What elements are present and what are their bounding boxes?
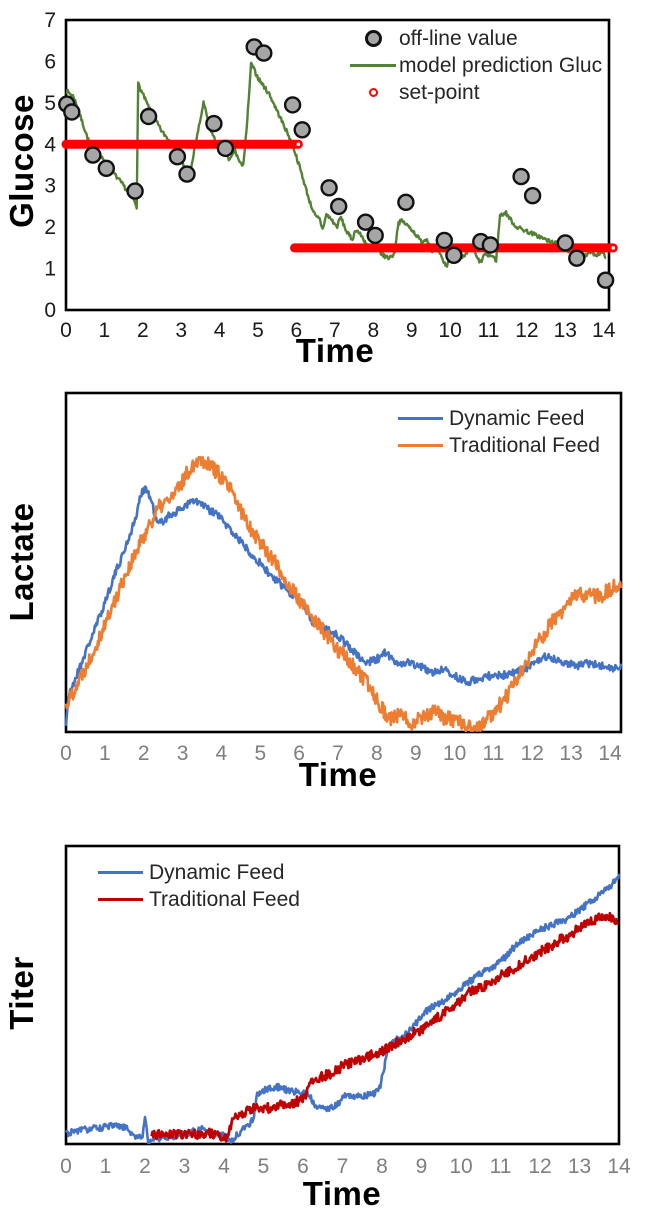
svg-text:3: 3 (179, 1155, 191, 1178)
svg-text:1: 1 (100, 1155, 112, 1178)
svg-text:5: 5 (44, 92, 56, 115)
traditional-feed-line-icon (398, 444, 443, 447)
svg-text:0: 0 (60, 319, 72, 342)
svg-text:0: 0 (60, 742, 72, 765)
legend-label-traditional-feed: Traditional Feed (449, 433, 600, 457)
svg-text:1: 1 (44, 258, 56, 281)
svg-text:4: 4 (218, 1155, 230, 1178)
svg-text:11: 11 (490, 1155, 512, 1178)
svg-text:1: 1 (99, 319, 111, 342)
svg-text:5: 5 (254, 742, 266, 765)
svg-text:8: 8 (371, 742, 383, 765)
svg-text:2: 2 (138, 742, 150, 765)
svg-text:12: 12 (528, 1155, 551, 1178)
svg-text:7: 7 (44, 9, 56, 32)
svg-text:12: 12 (521, 742, 544, 765)
svg-text:9: 9 (410, 742, 422, 765)
svg-text:5: 5 (258, 1155, 270, 1178)
dynamic-feed-line-icon (398, 417, 443, 420)
svg-text:4: 4 (44, 133, 56, 156)
svg-text:5: 5 (252, 319, 264, 342)
legend-label-traditional-feed: Traditional Feed (149, 887, 300, 911)
svg-text:13: 13 (568, 1155, 591, 1178)
legend-item-dynamic-feed: Dynamic Feed (98, 859, 300, 886)
titer-legend: Dynamic Feed Traditional Feed (98, 859, 300, 913)
legend-label-set-point: set-point (399, 80, 480, 104)
svg-text:6: 6 (44, 50, 56, 73)
offline-value-marker-icon (364, 30, 382, 47)
svg-text:7: 7 (332, 742, 344, 765)
legend-item-traditional-feed: Traditional Feed (98, 886, 300, 913)
titer-time-axis-label: Time (302, 1175, 382, 1212)
svg-text:14: 14 (592, 319, 616, 342)
svg-text:10: 10 (449, 1155, 472, 1178)
svg-text:1: 1 (99, 742, 111, 765)
svg-text:2: 2 (139, 1155, 151, 1178)
titer-axis-label: Titer (3, 956, 40, 1030)
legend-item-traditional-feed: Traditional Feed (398, 432, 600, 459)
glucose-time-axis-label: Time (295, 332, 375, 369)
svg-text:6: 6 (291, 319, 303, 342)
svg-text:0: 0 (60, 1155, 72, 1178)
svg-text:4: 4 (214, 319, 226, 342)
legend-label-dynamic-feed: Dynamic Feed (449, 406, 585, 430)
lactate-time-axis-label: Time (298, 756, 378, 793)
svg-text:7: 7 (337, 1155, 349, 1178)
svg-text:8: 8 (376, 1155, 388, 1178)
svg-text:7: 7 (329, 319, 341, 342)
legend-item-offline-value: off-line value (347, 25, 602, 52)
glucose-axis-label: Glucose (3, 94, 40, 228)
svg-text:9: 9 (416, 1155, 428, 1178)
svg-text:4: 4 (216, 742, 228, 765)
svg-text:3: 3 (175, 319, 187, 342)
glucose-legend: off-line value model prediction Gluc set… (347, 25, 602, 106)
dynamic-feed-line-icon (98, 871, 143, 874)
svg-text:14: 14 (598, 742, 622, 765)
svg-text:14: 14 (607, 1155, 631, 1178)
svg-text:11: 11 (478, 319, 500, 342)
svg-text:2: 2 (44, 216, 56, 239)
svg-text:11: 11 (482, 742, 504, 765)
legend-item-set-point: set-point (347, 79, 602, 106)
lactate-axis-label: Lactate (3, 502, 40, 622)
legend-label-dynamic-feed: Dynamic Feed (149, 860, 285, 884)
svg-text:13: 13 (559, 742, 582, 765)
svg-text:2: 2 (137, 319, 149, 342)
svg-text:10: 10 (438, 319, 461, 342)
svg-text:0: 0 (44, 299, 56, 322)
svg-text:6: 6 (297, 1155, 309, 1178)
svg-text:3: 3 (177, 742, 189, 765)
svg-text:10: 10 (443, 742, 466, 765)
legend-item-model-prediction: model prediction Gluc (347, 52, 602, 79)
legend-label-offline-value: off-line value (399, 26, 518, 50)
svg-text:12: 12 (515, 319, 538, 342)
model-prediction-line-icon (350, 64, 396, 67)
svg-text:6: 6 (293, 742, 305, 765)
set-point-marker-icon (368, 88, 378, 97)
traditional-feed-line-icon (98, 898, 143, 901)
svg-text:3: 3 (44, 175, 56, 198)
svg-text:13: 13 (554, 319, 577, 342)
lactate-legend: Dynamic Feed Traditional Feed (398, 405, 600, 459)
svg-text:8: 8 (367, 319, 379, 342)
legend-label-model-prediction: model prediction Gluc (399, 53, 603, 77)
legend-item-dynamic-feed: Dynamic Feed (398, 405, 600, 432)
svg-text:9: 9 (406, 319, 418, 342)
